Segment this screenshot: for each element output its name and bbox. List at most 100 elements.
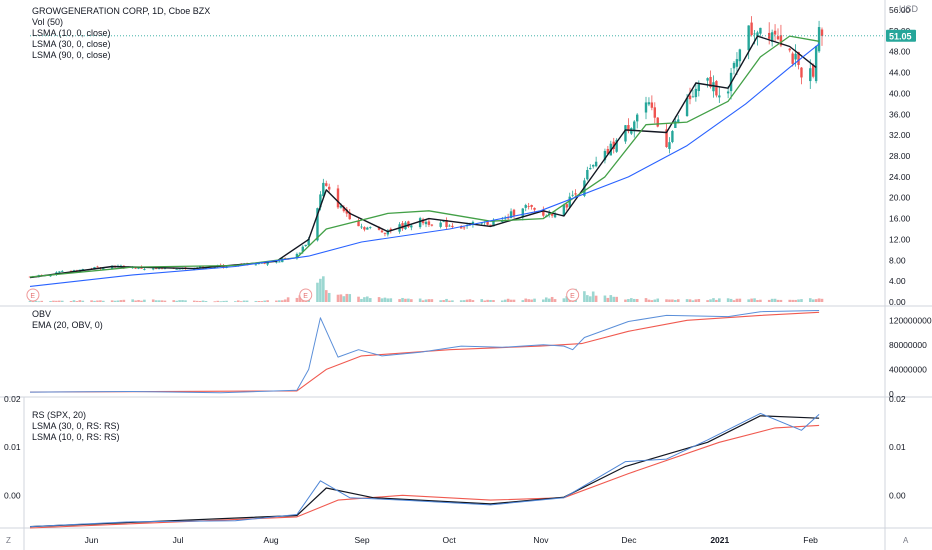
volume-bar [137,299,140,302]
candle-body [304,244,307,247]
volume-bar [451,300,454,302]
volume-bar [345,293,349,302]
candle-body [615,139,618,152]
price-tick-label: 12.00 [889,234,911,244]
volume-bar [404,298,407,302]
candle-body [653,107,656,118]
candle-body [137,267,140,269]
volume-bar [360,298,363,302]
volume-bar [363,297,366,302]
candle-body [800,67,803,78]
volume-bar [316,282,319,302]
obv-legend: OBV EMA (20, OBV, 0) [32,309,103,331]
candle-body [339,205,343,208]
candle-body [627,125,630,132]
candle-body [656,117,659,127]
candle-body [697,84,700,92]
candle-body [738,49,742,62]
candle-body [442,221,445,223]
volume-bar [632,298,636,302]
volume-bar [500,300,504,302]
auto-scale-button[interactable]: A [903,536,909,545]
candle-body [383,233,387,234]
candle-body [471,221,475,225]
legend-rs-lsma-30: LSMA (30, 0, RS: RS) [32,421,120,431]
volume-bar [184,300,187,302]
candle-body [797,51,800,65]
volume-bar [236,300,240,302]
candle-body [562,204,566,216]
obv-ema-line [29,311,820,393]
volume-bar [773,298,777,302]
volume-bar [465,299,469,302]
volume-bar [427,299,431,302]
candle-body [735,59,739,67]
candle-body [427,221,431,225]
volume-bar [715,299,718,302]
rs-tick-label-right: 0.00 [889,490,906,500]
candle-body [175,268,178,270]
volume-bar [627,299,630,302]
volume-bar [459,300,463,302]
volume-bar [676,299,680,302]
last-price-label: 51.05 [889,31,912,41]
rs-tick-label-left: 0.01 [4,442,21,452]
candle-body [533,207,536,210]
candle-body [445,220,448,227]
candle-body [688,95,692,100]
zoom-toggle-button[interactable]: Z [6,536,11,545]
candle-body [489,224,492,226]
volume-bar [674,299,677,302]
volume-bar [489,299,492,302]
candle-body [131,267,134,269]
volume-bar [729,298,733,302]
volume-bar [122,299,126,302]
time-tick-label: Oct [442,535,456,545]
volume-bar [791,299,794,302]
price-tick-label: 32.00 [889,130,911,140]
volume-bar [398,299,401,302]
candle-body [389,228,392,231]
volume-bar [492,300,495,302]
volume-bar [468,299,472,302]
price-tick-label: 48.00 [889,47,911,57]
candle-body [644,102,648,113]
volume-bar [594,295,598,302]
volume-bar [694,299,698,302]
volume-bar [195,300,199,302]
rs-tick-label-right: 0.02 [889,394,906,404]
candle-body [421,219,425,224]
volume-bar [644,298,648,302]
volume-bar [606,297,610,302]
candle-body [809,68,812,82]
obv-tick-label: 0 [889,389,894,399]
volume-bar [131,299,134,302]
time-tick-label: Dec [621,535,637,545]
candle-body [817,27,821,52]
price-tick-label: 20.00 [889,193,911,203]
price-tick-label: 56.00 [889,5,911,15]
candle-body [275,261,278,263]
legend-lsma-30: LSMA (30, 0, close) [32,39,111,49]
volume-bar [336,294,340,302]
volume-bar [278,300,281,302]
candle-body [788,48,791,51]
legend-lsma-90: LSMA (90, 0, close) [32,50,111,60]
candle-body [486,220,489,225]
volume-bar [175,300,178,302]
volume-bar [113,300,117,302]
volume-bar [383,297,387,302]
candle-body [592,164,595,167]
volume-bar [756,300,759,302]
candle-body [606,148,610,154]
candle-body [776,36,780,40]
obv-tick-label: 80000000 [889,340,927,350]
volume-bar [96,300,99,302]
price-tick-label: 24.00 [889,172,911,182]
volume-bar [154,300,158,302]
volume-bar [327,292,331,302]
candle-body [677,119,680,122]
candle-body [633,121,636,132]
volume-bar [612,296,616,302]
